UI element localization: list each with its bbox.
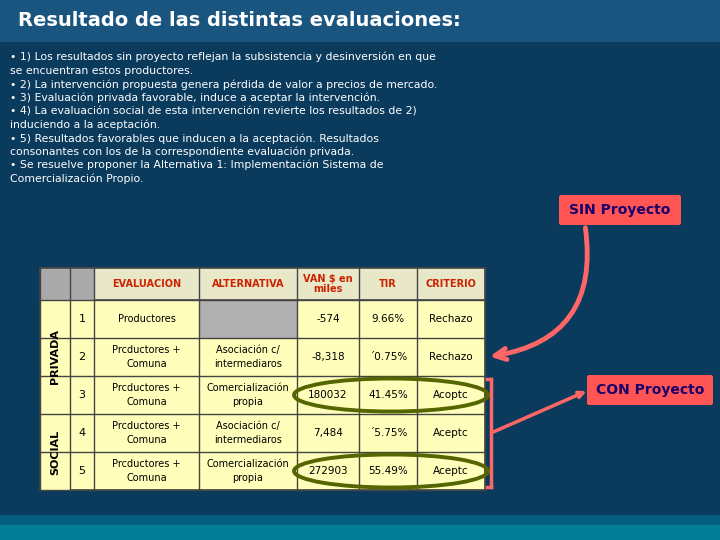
Text: Rechazo: Rechazo <box>429 352 473 362</box>
Text: Comuna: Comuna <box>126 435 167 445</box>
Text: 2: 2 <box>78 352 86 362</box>
Text: Comercialización Propio.: Comercialización Propio. <box>10 173 143 184</box>
Bar <box>40 268 485 300</box>
Text: Prcductores +: Prcductores + <box>112 421 181 431</box>
Text: • 2) La intervención propuesta genera pérdida de valor a precios de mercado.: • 2) La intervención propuesta genera pé… <box>10 79 437 90</box>
Text: consonantes con los de la correspondiente evaluación privada.: consonantes con los de la correspondient… <box>10 146 354 157</box>
Text: ALTERNATIVA: ALTERNATIVA <box>212 279 284 289</box>
Text: 1: 1 <box>78 314 86 324</box>
Text: EVALUACION: EVALUACION <box>112 279 181 289</box>
Text: Prcductores +: Prcductores + <box>112 459 181 469</box>
Text: 55.49%: 55.49% <box>368 466 408 476</box>
Text: 41.45%: 41.45% <box>368 390 408 400</box>
Text: intermediaros: intermediaros <box>214 435 282 445</box>
Text: PRIVADA: PRIVADA <box>50 329 60 384</box>
Text: 272903: 272903 <box>308 466 348 476</box>
Text: miles: miles <box>313 284 343 294</box>
Text: Aceptc: Aceptc <box>433 428 469 438</box>
Text: Comuna: Comuna <box>126 397 167 407</box>
Bar <box>40 300 70 414</box>
Text: Comuna: Comuna <box>126 473 167 483</box>
Text: propia: propia <box>233 397 264 407</box>
Text: se encuentran estos productores.: se encuentran estos productores. <box>10 65 193 76</box>
Text: SIN Proyecto: SIN Proyecto <box>570 203 671 217</box>
Text: • 1) Los resultados sin proyecto reflejan la subsistencia y desinversión en que: • 1) Los resultados sin proyecto refleja… <box>10 52 436 63</box>
Text: Comercialización: Comercialización <box>207 383 289 393</box>
Text: Asociación c/: Asociación c/ <box>216 421 280 431</box>
Bar <box>199 300 297 338</box>
Bar <box>40 414 70 490</box>
Text: 9.66%: 9.66% <box>372 314 405 324</box>
Text: Productores: Productores <box>117 314 176 324</box>
Text: intermediaros: intermediaros <box>214 359 282 369</box>
Text: 5: 5 <box>78 466 86 476</box>
Text: -574: -574 <box>316 314 340 324</box>
Text: • 5) Resultados favorables que inducen a la aceptación. Resultados: • 5) Resultados favorables que inducen a… <box>10 133 379 144</box>
Bar <box>0 525 720 540</box>
Text: propia: propia <box>233 473 264 483</box>
Bar <box>0 0 720 42</box>
Text: Prcductores +: Prcductores + <box>112 383 181 393</box>
Text: 7,484: 7,484 <box>313 428 343 438</box>
Text: Rechazo: Rechazo <box>429 314 473 324</box>
Text: TIR: TIR <box>379 279 397 289</box>
FancyBboxPatch shape <box>559 195 681 225</box>
Text: -8,318: -8,318 <box>311 352 345 362</box>
Text: Asociación c/: Asociación c/ <box>216 345 280 355</box>
Text: 3: 3 <box>78 390 86 400</box>
Bar <box>40 268 94 300</box>
Text: SOCIAL: SOCIAL <box>50 429 60 475</box>
Text: 4: 4 <box>78 428 86 438</box>
Text: Prcductores +: Prcductores + <box>112 345 181 355</box>
Text: Resultado de las distintas evaluaciones:: Resultado de las distintas evaluaciones: <box>18 11 461 30</box>
FancyBboxPatch shape <box>587 375 713 405</box>
Text: • 3) Evaluación privada favorable, induce a aceptar la intervención.: • 3) Evaluación privada favorable, induc… <box>10 92 380 103</box>
Text: Aceptc: Aceptc <box>433 466 469 476</box>
Text: ´0.75%: ´0.75% <box>369 352 407 362</box>
Text: • Se resuelve proponer la Alternativa 1: Implementación Sistema de: • Se resuelve proponer la Alternativa 1:… <box>10 160 384 171</box>
Text: CRITERIO: CRITERIO <box>426 279 477 289</box>
Text: Acoptc: Acoptc <box>433 390 469 400</box>
Text: VAN $ en: VAN $ en <box>303 274 353 284</box>
Text: CON Proyecto: CON Proyecto <box>596 383 704 397</box>
Bar <box>0 515 720 540</box>
Text: induciendo a la aceptación.: induciendo a la aceptación. <box>10 119 160 130</box>
Text: • 4) La evaluación social de esta intervención revierte los resultados de 2): • 4) La evaluación social de esta interv… <box>10 106 417 116</box>
Text: Comuna: Comuna <box>126 359 167 369</box>
Text: 180032: 180032 <box>308 390 348 400</box>
Bar <box>40 268 485 490</box>
Text: Comercialización: Comercialización <box>207 459 289 469</box>
Text: ´5.75%: ´5.75% <box>369 428 408 438</box>
